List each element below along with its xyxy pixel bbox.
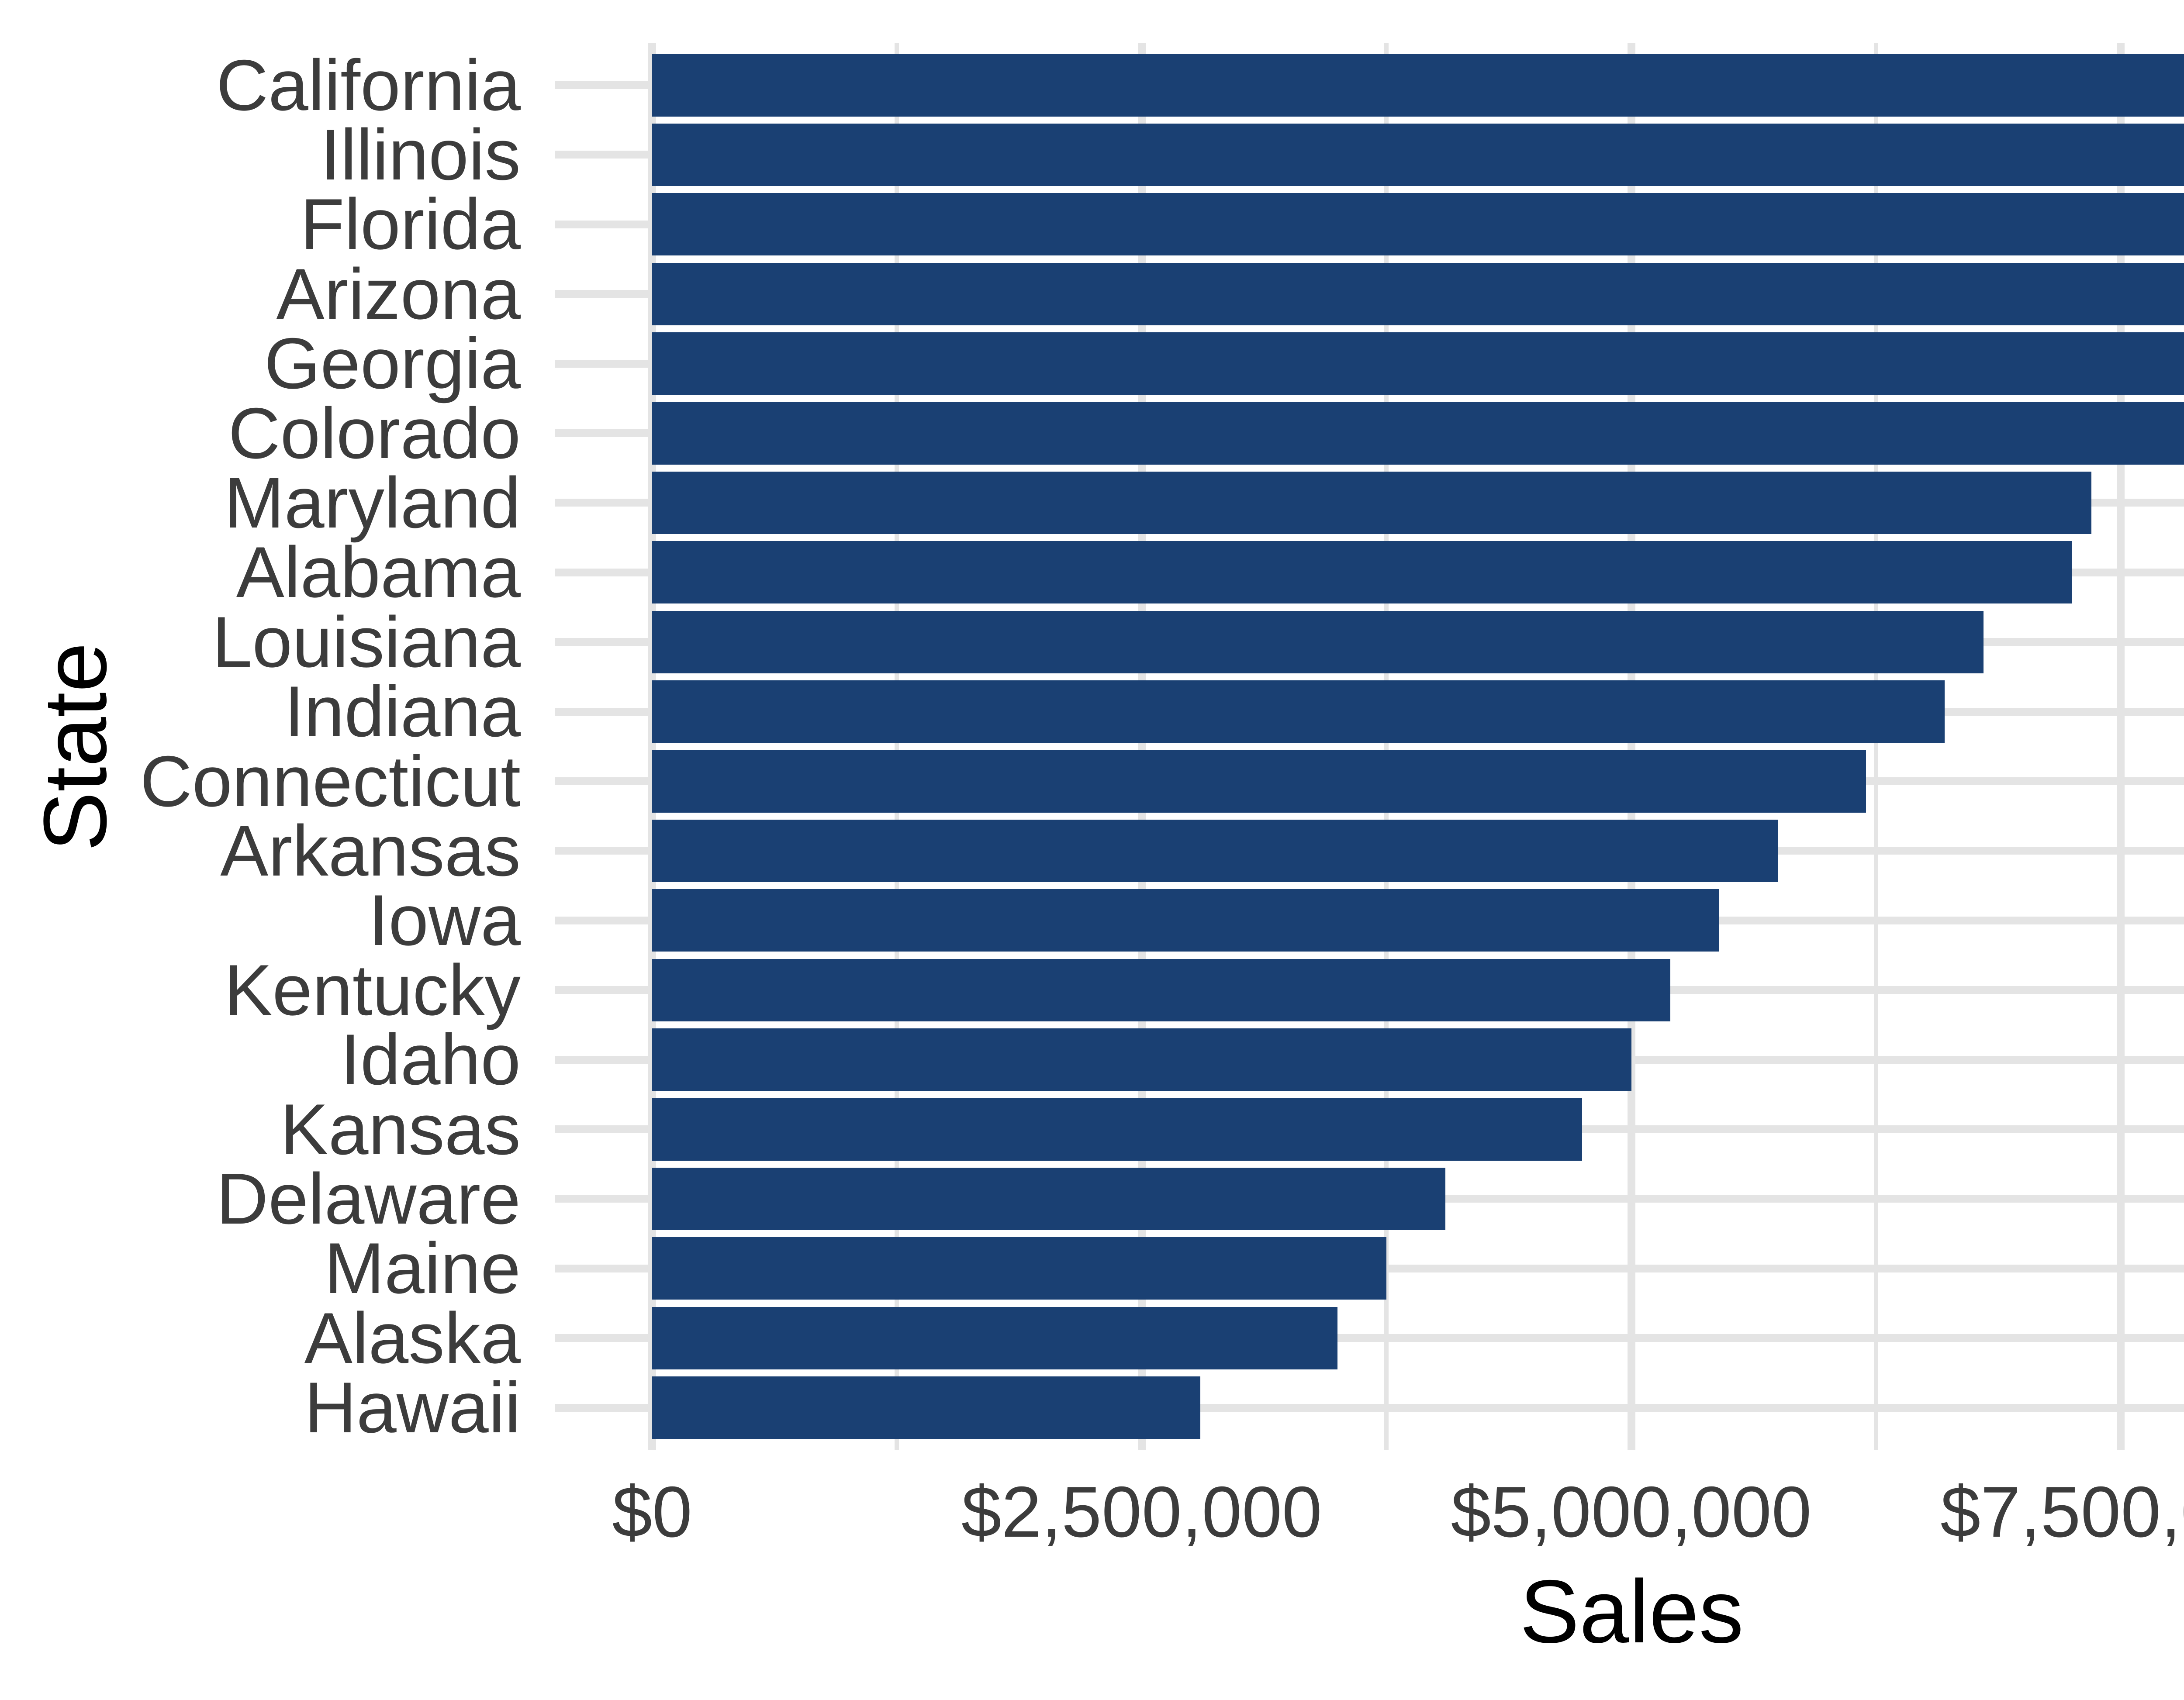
- x-minor-gridline: [1384, 43, 1389, 1450]
- x-minor-gridline: [1873, 43, 1878, 1450]
- y-tick-label: Arkansas: [220, 810, 521, 891]
- bar-alabama: [652, 541, 2072, 604]
- bar-connecticut: [652, 750, 1866, 813]
- bar-florida: [652, 193, 2184, 256]
- y-tick-label: Idaho: [340, 1019, 521, 1100]
- bar-idaho: [652, 1028, 1631, 1091]
- x-tick-label: $5,000,000: [1451, 1472, 1812, 1552]
- y-axis-title: State: [25, 642, 125, 852]
- x-tick-label: $2,500,000: [961, 1472, 1322, 1552]
- y-tick-label: Georgia: [264, 323, 521, 404]
- x-tick-label: $0: [612, 1472, 692, 1552]
- bar-maryland: [652, 471, 2091, 534]
- y-tick-label: Connecticut: [140, 741, 521, 821]
- plot-panel: [555, 43, 2184, 1450]
- y-tick-label: Delaware: [216, 1158, 521, 1239]
- y-tick-label: Hawaii: [304, 1367, 521, 1448]
- bar-georgia: [652, 332, 2184, 395]
- bar-iowa: [652, 889, 1720, 952]
- x-minor-gridline: [895, 43, 899, 1450]
- bar-illinois: [652, 123, 2184, 186]
- bar-arkansas: [652, 819, 1778, 882]
- y-tick-label: Florida: [300, 184, 521, 265]
- y-tick-label: Alaska: [304, 1297, 521, 1378]
- bar-maine: [652, 1237, 1387, 1300]
- bar-louisiana: [652, 610, 1984, 673]
- bar-alaska: [652, 1307, 1338, 1369]
- y-tick-label: Illinois: [320, 114, 521, 195]
- y-tick-label: Kansas: [280, 1089, 521, 1169]
- bar-hawaii: [652, 1376, 1201, 1439]
- x-axis-title: Sales: [1520, 1562, 1744, 1662]
- bar-colorado: [652, 402, 2184, 465]
- y-tick-label: Iowa: [368, 880, 521, 961]
- bar-kentucky: [652, 959, 1671, 1021]
- bar-california: [652, 54, 2184, 117]
- y-tick-label: Louisiana: [212, 601, 521, 682]
- x-major-gridline: [1627, 43, 1635, 1450]
- y-tick-label: Arizona: [276, 253, 521, 334]
- y-tick-label: California: [216, 45, 521, 125]
- y-tick-label: Alabama: [236, 532, 521, 613]
- bar-kansas: [652, 1098, 1583, 1161]
- bar-arizona: [652, 262, 2184, 325]
- bar-delaware: [652, 1167, 1445, 1230]
- x-tick-label: $7,500,000: [1940, 1472, 2184, 1552]
- bar-indiana: [652, 680, 1945, 743]
- y-tick-label: Kentucky: [224, 949, 521, 1030]
- y-tick-label: Indiana: [284, 671, 521, 752]
- y-tick-label: Colorado: [228, 393, 521, 473]
- x-major-gridline: [2117, 43, 2125, 1450]
- y-tick-label: Maine: [324, 1228, 521, 1309]
- y-tick-label: Maryland: [224, 462, 521, 543]
